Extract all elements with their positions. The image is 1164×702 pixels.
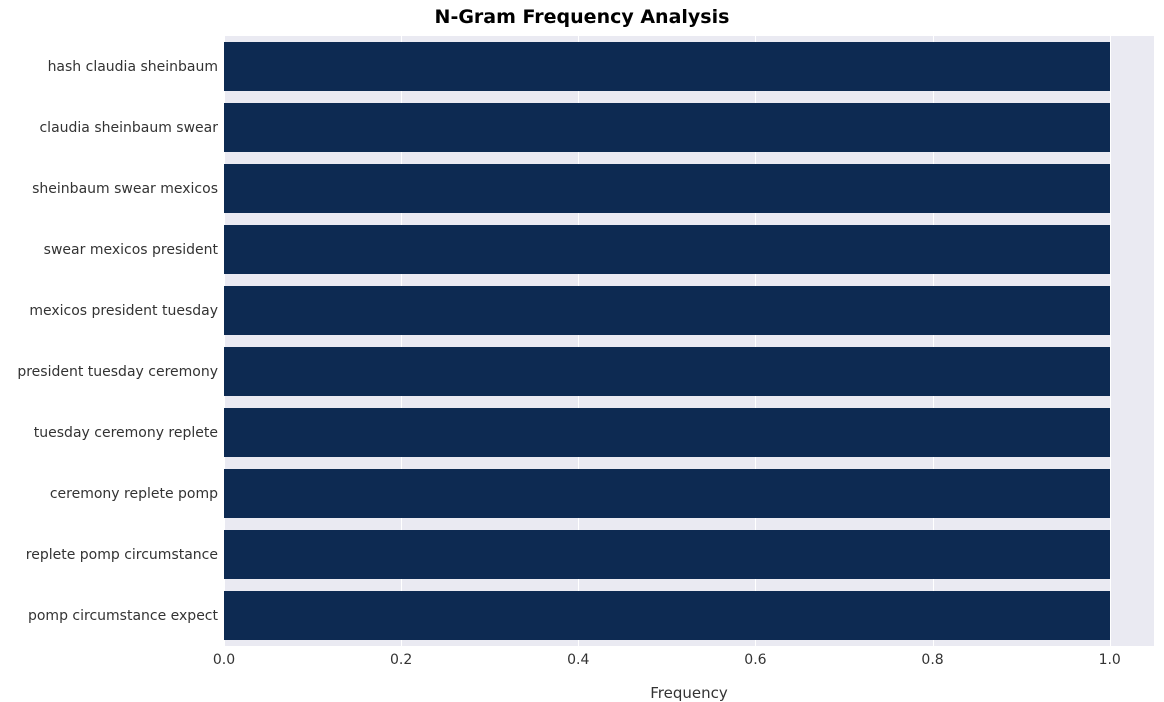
bar [224, 408, 1110, 457]
x-tick-label: 0.2 [390, 646, 412, 668]
y-tick-label: ceremony replete pomp [50, 486, 224, 502]
bar [224, 42, 1110, 91]
chart-title: N-Gram Frequency Analysis [0, 6, 1164, 28]
plot-area: Frequency 0.00.20.40.60.81.0hash claudia… [224, 36, 1154, 646]
y-tick-label: replete pomp circumstance [26, 547, 224, 563]
bar [224, 225, 1110, 274]
x-tick-label: 0.4 [567, 646, 589, 668]
x-tick-label: 0.0 [213, 646, 235, 668]
y-tick-label: swear mexicos president [44, 242, 224, 258]
y-tick-label: hash claudia sheinbaum [48, 59, 224, 75]
bar [224, 469, 1110, 518]
chart-container: N-Gram Frequency Analysis Frequency 0.00… [0, 0, 1164, 701]
bar [224, 347, 1110, 396]
x-axis-label: Frequency [650, 684, 728, 702]
y-tick-label: sheinbaum swear mexicos [32, 181, 224, 197]
x-tick-label: 0.8 [921, 646, 943, 668]
y-tick-label: pomp circumstance expect [28, 608, 224, 624]
y-tick-label: claudia sheinbaum swear [39, 120, 224, 136]
x-tick-label: 1.0 [1099, 646, 1121, 668]
y-tick-label: mexicos president tuesday [29, 303, 224, 319]
bar [224, 530, 1110, 579]
y-tick-label: president tuesday ceremony [17, 364, 224, 380]
grid-line [1110, 36, 1111, 646]
bar [224, 286, 1110, 335]
x-tick-label: 0.6 [744, 646, 766, 668]
y-tick-label: tuesday ceremony replete [34, 425, 224, 441]
bar [224, 591, 1110, 640]
bar [224, 103, 1110, 152]
bar [224, 164, 1110, 213]
